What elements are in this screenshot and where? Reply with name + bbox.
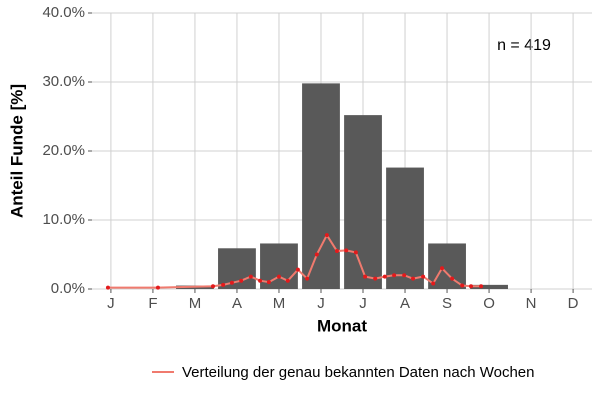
x-tick-label: M (273, 295, 286, 312)
point (431, 281, 436, 286)
y-tick-label: 10.0% (42, 211, 85, 228)
y-tick-label: 20.0% (42, 142, 85, 159)
x-tick-label: A (232, 295, 242, 312)
point (285, 278, 290, 283)
point (276, 274, 281, 279)
point (450, 276, 455, 281)
y-axis-title: Anteil Funde [%] (7, 84, 26, 218)
point (363, 274, 368, 279)
point (382, 274, 387, 279)
point (258, 278, 263, 283)
point (314, 252, 319, 257)
legend-label: Verteilung der genau bekannten Daten nac… (182, 364, 535, 381)
x-tick-label: S (442, 295, 452, 312)
x-tick-label: F (148, 295, 157, 312)
point (460, 283, 465, 288)
point (155, 285, 160, 290)
point (248, 274, 253, 279)
point (266, 280, 271, 285)
point (105, 285, 110, 290)
annotation: n = 419 (497, 37, 551, 54)
x-tick-label: J (359, 295, 367, 312)
point (440, 266, 444, 271)
point (373, 276, 378, 281)
x-axis-title: Monat (317, 316, 367, 335)
point (392, 273, 397, 278)
point (324, 233, 329, 238)
bar (302, 83, 340, 289)
bar (386, 167, 424, 289)
x-tick-label: M (189, 295, 202, 312)
point (211, 284, 216, 289)
bar (218, 248, 256, 289)
bar (344, 115, 382, 290)
bar (470, 284, 508, 289)
point (295, 267, 300, 272)
point (334, 249, 339, 254)
y-tick-label: 0.0% (51, 280, 85, 297)
point (239, 278, 244, 283)
point (344, 248, 349, 253)
point (305, 276, 310, 281)
x-tick-label: D (568, 295, 579, 312)
point (229, 280, 234, 285)
point (411, 276, 416, 281)
x-tick-label: J (107, 295, 115, 312)
point (421, 274, 426, 279)
x-tick-label: N (526, 295, 537, 312)
point (479, 284, 484, 289)
y-tick-label: 30.0% (42, 73, 85, 90)
point (468, 284, 473, 289)
x-tick-label: J (317, 295, 325, 312)
point (221, 282, 226, 287)
x-tick-label: O (483, 295, 495, 312)
point (353, 250, 358, 255)
x-tick-label: A (400, 295, 410, 312)
y-tick-label: 40.0% (42, 4, 85, 21)
point (402, 273, 407, 278)
